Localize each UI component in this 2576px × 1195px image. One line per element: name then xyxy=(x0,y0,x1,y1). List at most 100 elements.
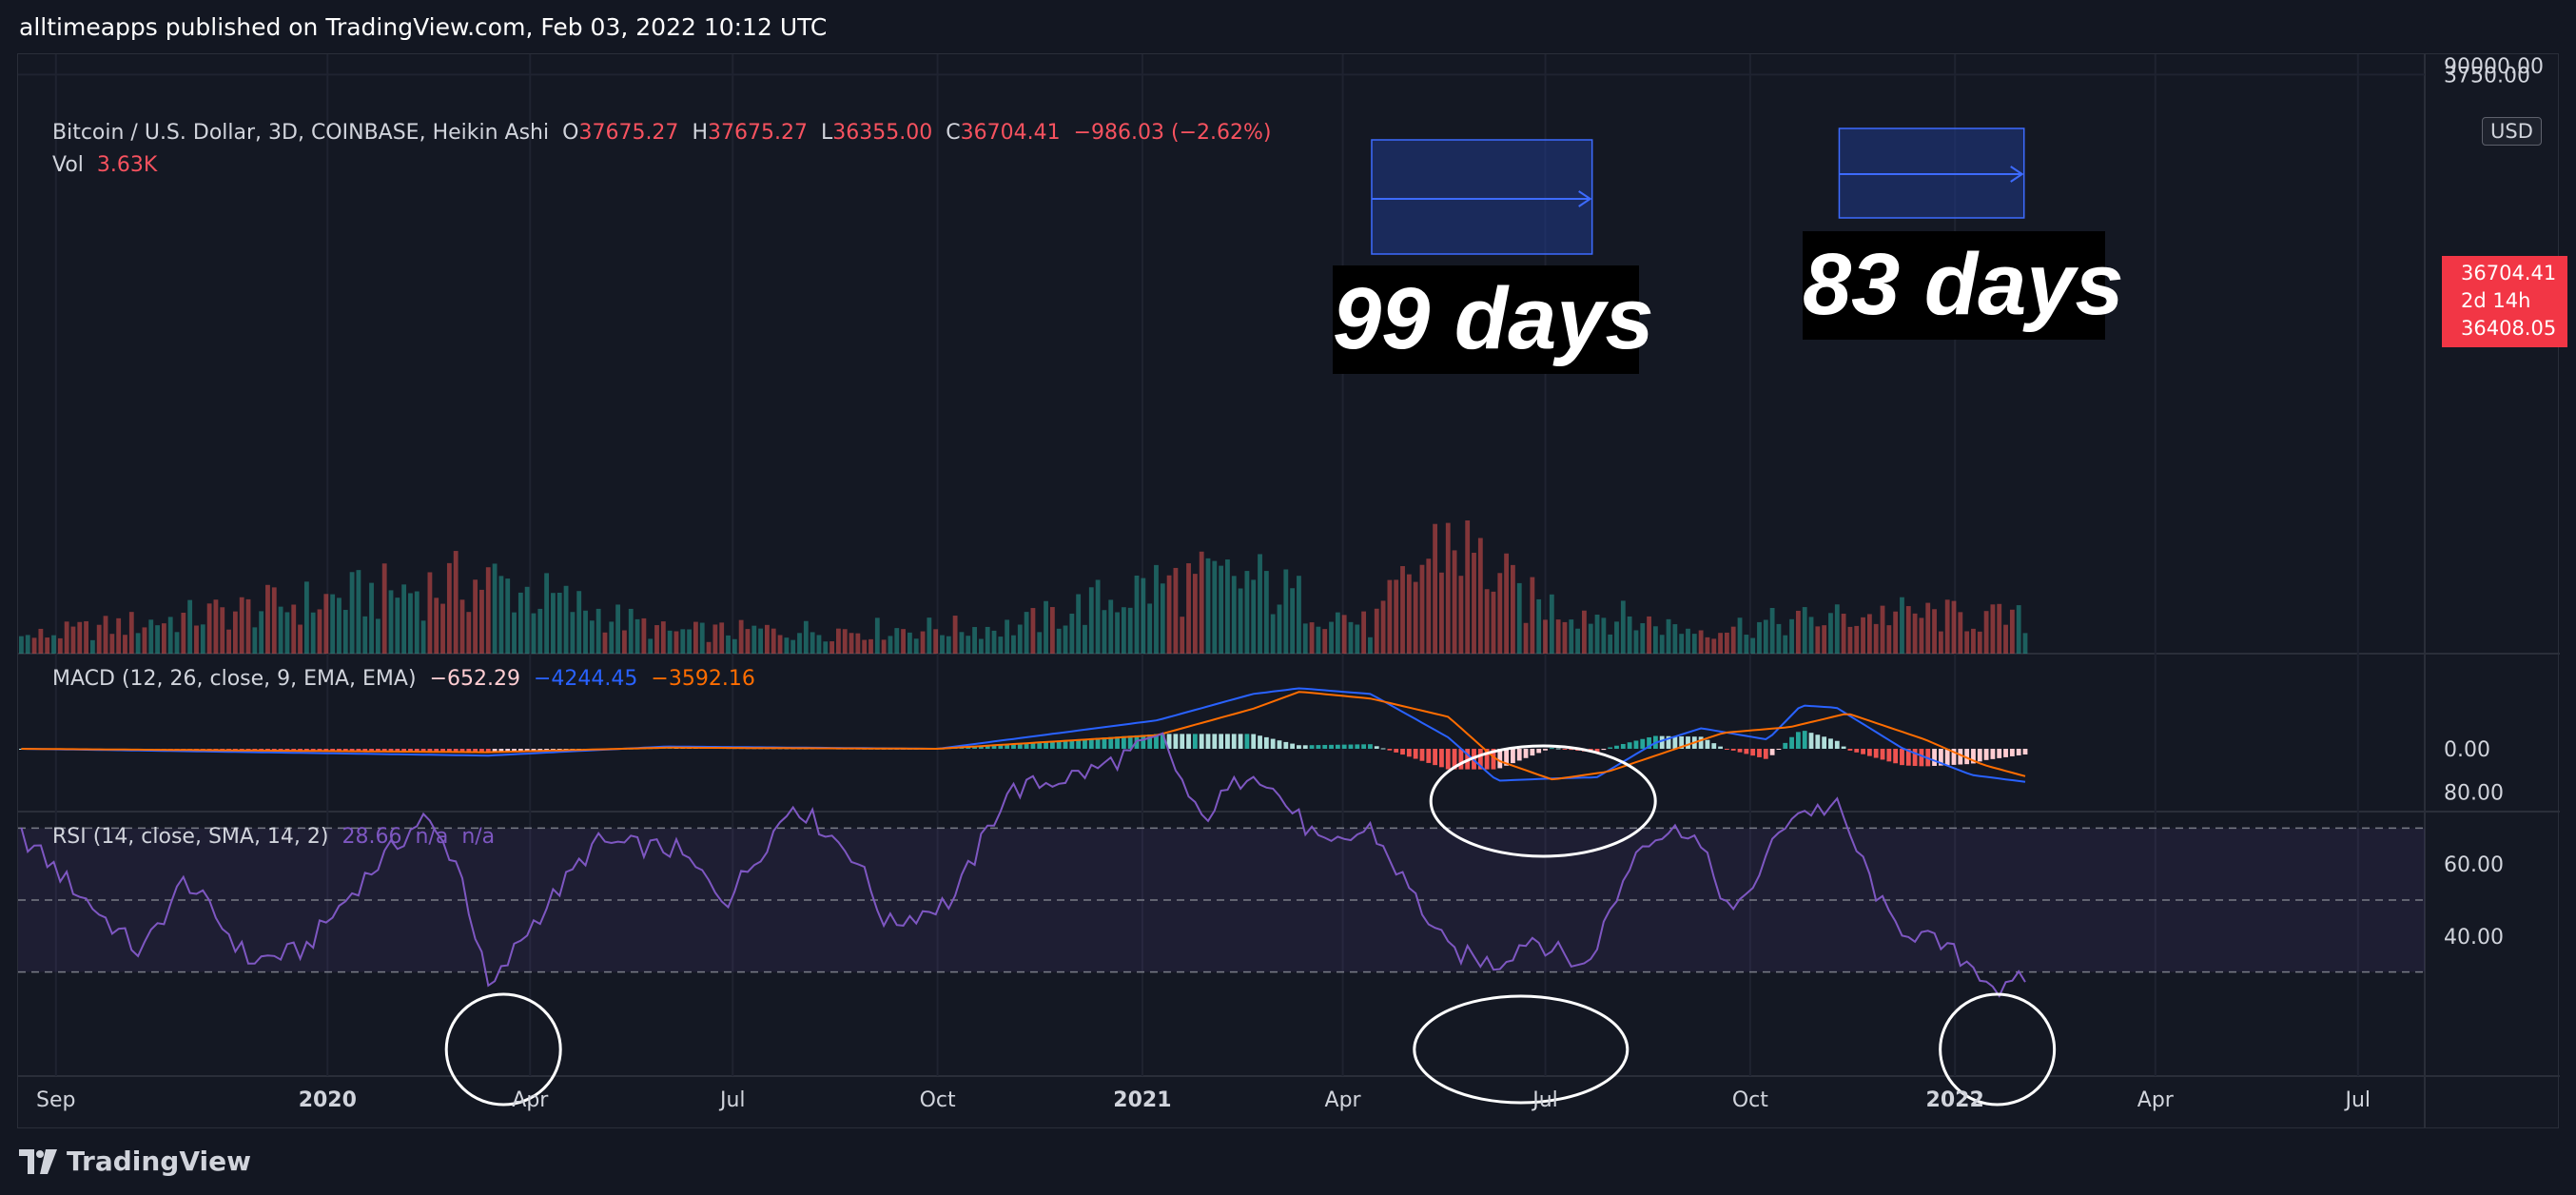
tradingview-logo-icon xyxy=(19,1148,57,1174)
macd-line xyxy=(21,687,2026,783)
volume-label[interactable]: Vol xyxy=(52,153,84,177)
volume-bar xyxy=(556,592,562,654)
macd-hist-bar xyxy=(1095,737,1101,749)
tradingview-brand[interactable]: TradingView xyxy=(19,1146,251,1177)
volume-bar xyxy=(226,629,231,654)
macd-hist-bar xyxy=(1458,749,1464,770)
volume-bar xyxy=(1555,619,1561,654)
macd-hist-bar xyxy=(1011,743,1016,749)
volume-bar xyxy=(1472,552,1476,654)
time-axis-label: Apr xyxy=(512,1088,549,1112)
volume-bar xyxy=(544,573,550,654)
volume-bar xyxy=(1795,610,1801,654)
macd-hist-bar xyxy=(479,749,484,753)
volume-bar xyxy=(89,639,95,654)
currency-badge[interactable]: USD xyxy=(2482,117,2542,146)
macd-hist-bar xyxy=(1374,746,1379,749)
volume-bar xyxy=(116,617,122,654)
annotation-99-days[interactable]: 99 days xyxy=(1333,265,1654,374)
volume-bar xyxy=(1166,575,1172,654)
high-value: 37675.27 xyxy=(707,121,808,145)
chart-frame: 60000.0040000.0018000.0012000.008000.005… xyxy=(17,53,2567,1129)
rsi-label[interactable]: RSI (14, close, SMA, 14, 2) xyxy=(52,825,329,849)
macd-hist-bar xyxy=(1244,734,1250,749)
volume-bar xyxy=(1102,610,1107,654)
volume-bar xyxy=(1886,625,1892,654)
macd-hist-bar xyxy=(1543,749,1548,751)
macd-hist-bar xyxy=(1212,734,1218,749)
volume-bar xyxy=(155,625,160,654)
annotation-83-days[interactable]: 83 days xyxy=(1803,231,2124,340)
chart-canvas[interactable]: 60000.0040000.0018000.0012000.008000.005… xyxy=(18,54,2560,1129)
macd-hist-bar xyxy=(434,749,439,753)
volume-bar xyxy=(375,618,381,654)
volume-bar xyxy=(167,617,173,654)
volume-bar xyxy=(109,634,115,654)
volume-bar xyxy=(797,633,802,654)
volume-bar xyxy=(284,612,290,654)
volume-bar xyxy=(252,627,258,654)
volume-bar xyxy=(291,604,297,654)
volume-bar xyxy=(1088,587,1094,654)
volume-bar xyxy=(719,622,725,654)
volume-bar xyxy=(1127,607,1133,654)
time-axis-label: Apr xyxy=(2137,1088,2175,1112)
volume-bar xyxy=(1115,612,1120,654)
macd-hist-bar xyxy=(1647,736,1651,749)
macd-hist-bar xyxy=(1997,749,2002,758)
volume-bar xyxy=(2016,605,2021,654)
volume-bar xyxy=(1944,599,1950,654)
time-axis-label: Apr xyxy=(1325,1088,1362,1112)
volume-bar xyxy=(874,617,880,654)
volume-bar xyxy=(1802,607,1807,654)
rsi-tick-label: 80.00 xyxy=(2444,782,2504,806)
volume-bar xyxy=(337,598,342,654)
macd-hist-bar xyxy=(1316,745,1321,749)
volume-bar xyxy=(933,629,939,654)
macd-hist-bar xyxy=(1387,749,1393,751)
volume-bar xyxy=(1491,591,1496,654)
volume-bar xyxy=(1439,572,1444,654)
volume-bar xyxy=(45,637,50,654)
macd-tick-label: 0.00 xyxy=(2444,738,2490,762)
macd-hist-bar xyxy=(1413,749,1418,759)
volume-bar xyxy=(1147,603,1153,654)
volume-bar xyxy=(1192,574,1198,654)
volume-bar xyxy=(356,570,361,654)
macd-hist-bar xyxy=(1219,734,1224,749)
volume-legend: Vol 3.63K xyxy=(52,153,157,177)
macd-hist-bar xyxy=(1251,734,1257,749)
macd-hist-bar xyxy=(408,749,413,753)
volume-bar xyxy=(174,632,180,654)
macd-hist-bar xyxy=(1549,748,1554,750)
volume-bar xyxy=(512,612,517,654)
volume-bar xyxy=(401,584,407,654)
volume-bar xyxy=(1049,607,1055,654)
macd-hist-bar xyxy=(1083,738,1087,749)
volume-bar xyxy=(1652,626,1658,654)
open-value: 37675.27 xyxy=(578,121,679,145)
macd-hist-bar xyxy=(2003,749,2008,757)
macd-hist-bar xyxy=(978,745,984,749)
macd-hist-bar xyxy=(317,749,322,752)
volume-bar xyxy=(1329,621,1334,654)
volume-bar xyxy=(2003,624,2008,654)
rsi-ma-value: n/a xyxy=(415,825,449,849)
volume-bar xyxy=(1828,613,1833,654)
volume-bar xyxy=(1562,621,1568,654)
volume-bar xyxy=(1037,632,1043,654)
macd-hist-bar xyxy=(1633,740,1639,749)
macd-hist-bar xyxy=(1439,749,1444,768)
volume-bar xyxy=(1997,603,2002,654)
macd-hist-bar xyxy=(1030,742,1036,749)
price-tick-label-top: 90000.00 xyxy=(2444,55,2544,79)
volume-bar xyxy=(823,641,829,654)
macd-hist-bar xyxy=(498,749,504,753)
volume-bar xyxy=(1368,637,1373,654)
time-axis-label: 2021 xyxy=(1113,1088,1171,1112)
macd-label[interactable]: MACD (12, 26, close, 9, EMA, EMA) xyxy=(52,667,417,691)
macd-hist-bar xyxy=(1368,744,1373,749)
symbol-title[interactable]: Bitcoin / U.S. Dollar, 3D, COINBASE, Hei… xyxy=(52,121,550,145)
volume-value: 3.63K xyxy=(96,153,158,177)
volume-bar xyxy=(810,632,815,654)
